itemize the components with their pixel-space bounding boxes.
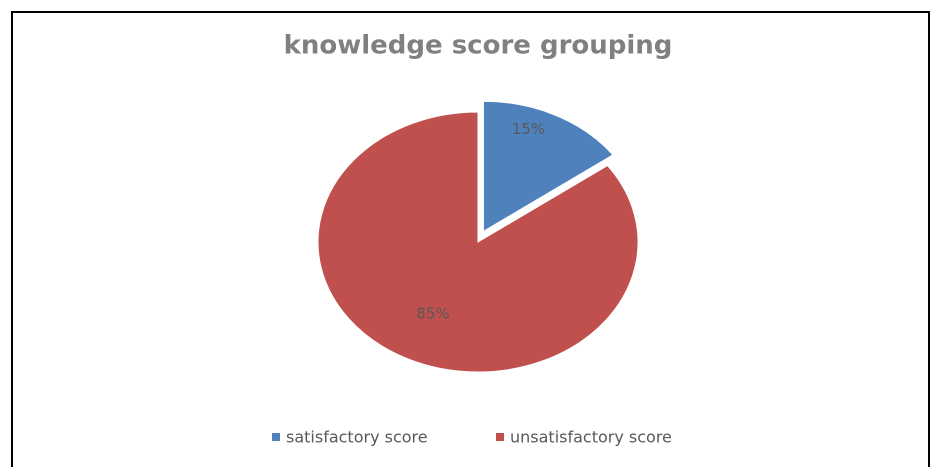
data-label: 15%: [512, 120, 545, 138]
legend-swatch: [272, 433, 280, 441]
legend-label: satisfactory score: [286, 428, 428, 447]
legend-label: unsatisfactory score: [510, 428, 672, 447]
legend-swatch: [496, 433, 504, 441]
chart-title: knowledge score grouping: [284, 31, 673, 61]
pie-slice: [317, 111, 639, 373]
data-label: 85%: [416, 304, 449, 322]
pie-slice: [482, 100, 614, 233]
